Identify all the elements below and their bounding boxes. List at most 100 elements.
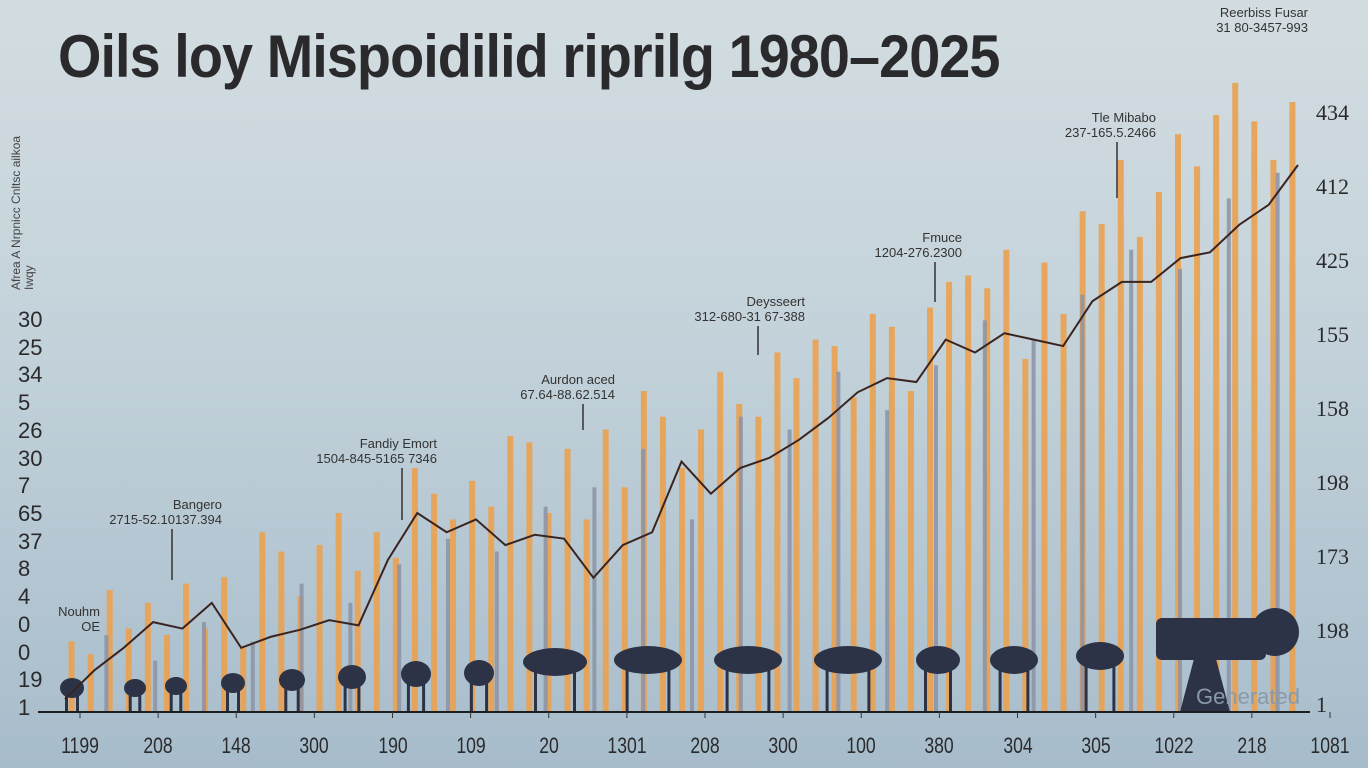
machine-leg-icon [534, 662, 537, 712]
x-tick-label: 1081 [1310, 733, 1350, 758]
bar-orange [1117, 159, 1124, 712]
bar-gray [982, 320, 987, 712]
y-tick-label: 19 [18, 667, 43, 693]
bar-orange [68, 641, 75, 712]
x-tick-label: 208 [690, 733, 720, 758]
bar-orange [1232, 82, 1239, 713]
machine-icon [714, 646, 782, 674]
x-tick-label: 380 [924, 733, 955, 758]
x-tick-label: 100 [846, 733, 876, 758]
y-right-tick-label: 198 [1316, 618, 1349, 643]
machine-icon [990, 646, 1038, 674]
machine-leg-icon [924, 660, 927, 712]
bar-gray [836, 371, 841, 712]
annotation: Reerbiss Fusar 31 80-3457-993 [1216, 5, 1308, 35]
machine-leg-icon [343, 677, 347, 712]
bar-orange [488, 506, 495, 712]
annotation-label: Deysseert [746, 294, 805, 309]
bar-orange [411, 468, 418, 712]
bar-gray [934, 365, 938, 712]
bar-orange [659, 416, 666, 712]
machine-icon [279, 669, 305, 691]
annotation-label: Aurdon aced [541, 372, 615, 387]
bar-orange [755, 416, 762, 712]
annotation-label: Nouhm [58, 604, 100, 619]
bar-gray [885, 410, 890, 712]
y-right-tick-label: 412 [1316, 174, 1349, 199]
machine-leg-icon [357, 677, 361, 712]
annotation-value: 31 80-3457-993 [1216, 20, 1308, 35]
y-right-tick-label: 1 [1316, 692, 1327, 717]
bar-orange [1251, 121, 1258, 713]
bar-orange [259, 532, 266, 712]
bar-orange [1213, 114, 1220, 712]
bar-orange [278, 551, 285, 712]
bar-orange [1022, 358, 1029, 712]
y-tick-label: 30 [18, 307, 43, 332]
annotation-value: 1504-845-5165 7346 [316, 451, 437, 466]
machine-leg-icon [1084, 656, 1088, 712]
machine-leg-icon [867, 660, 871, 712]
bar-orange [373, 532, 380, 712]
machine-icon [1251, 608, 1299, 656]
annotation-label: Tle Mibabo [1091, 110, 1156, 125]
annotation: Fmuce 1204-276.2300 [875, 230, 962, 260]
bar-orange [602, 429, 609, 712]
y-right-tick-label: 155 [1316, 322, 1349, 347]
y-tick-label: 37 [18, 528, 43, 554]
bar-gray [348, 602, 353, 712]
bar-orange [1098, 224, 1105, 712]
machine-icon [60, 678, 84, 698]
machine-leg-icon [573, 662, 576, 712]
bar-orange [1194, 166, 1201, 713]
bar-gray [592, 487, 597, 712]
x-tick-label: 300 [768, 733, 798, 758]
machine-leg-icon [284, 680, 288, 712]
annotation: Deysseert 312-680-31 67-388 [694, 294, 805, 324]
bar-orange [583, 519, 590, 712]
machine-leg-icon [169, 686, 173, 712]
bar-gray [299, 583, 304, 712]
bar-orange [869, 313, 876, 712]
bar-orange [793, 378, 800, 712]
machine-leg-icon [422, 674, 426, 712]
machine-leg-icon [949, 660, 952, 712]
annotation-label: Reerbiss Fusar [1219, 5, 1308, 20]
bar-gray [543, 506, 548, 712]
y-tick-label: 8 [18, 556, 31, 582]
bar-gray [1031, 339, 1036, 712]
bar-gray [397, 564, 402, 712]
bar-orange [907, 391, 914, 712]
machine-leg-icon [406, 674, 410, 712]
x-tick-label: 148 [221, 733, 251, 758]
machine-icon [464, 660, 494, 686]
machine-leg-icon [296, 680, 300, 712]
x-tick-label: 190 [377, 733, 408, 758]
bar-orange [1155, 191, 1162, 713]
x-tick-label: 1199 [61, 733, 99, 758]
bar-gray [1129, 249, 1134, 712]
bar-gray [1178, 269, 1182, 712]
bar-orange [469, 480, 476, 712]
machine-leg-icon [76, 688, 79, 712]
bar-gray [1275, 172, 1280, 713]
y-right-tick-label: 173 [1316, 544, 1349, 569]
machine-leg-icon [469, 673, 473, 712]
bar-orange [965, 275, 972, 712]
trend-line [64, 164, 1299, 700]
x-tick-label: 208 [143, 733, 173, 758]
annotation: Tle Mibabo 237-165.5.2466 [1065, 110, 1156, 140]
machine-leg-icon [179, 686, 183, 712]
bar-orange [106, 590, 113, 712]
y-tick-label: 7 [18, 473, 31, 499]
y-right-tick-label: 434 [1316, 100, 1349, 125]
bar-orange [774, 352, 781, 712]
bar-gray [1080, 294, 1085, 712]
machine-icon [401, 661, 431, 687]
machine-leg-icon [1112, 656, 1116, 712]
machine-icon [1076, 642, 1124, 670]
bar-orange [163, 634, 170, 712]
machine-leg-icon [667, 660, 671, 712]
bar-gray [690, 519, 694, 712]
